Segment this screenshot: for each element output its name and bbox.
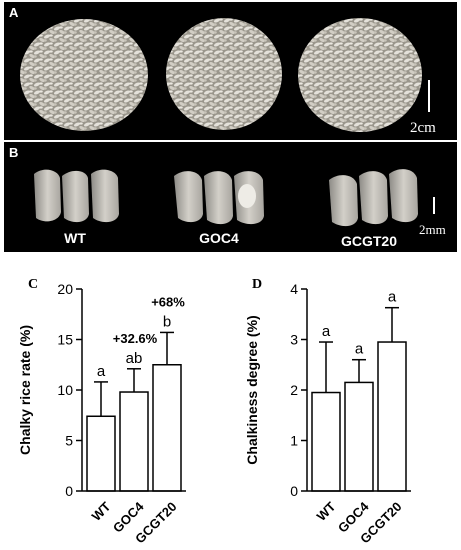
y-tick-label-d: 3 — [290, 332, 298, 348]
rice-grain-icon — [174, 171, 203, 223]
rice-grain-icon — [329, 175, 358, 227]
bar-d — [344, 381, 374, 492]
y-tick-label-c: 20 — [57, 281, 73, 297]
rice-grain-icon — [359, 171, 388, 225]
bar-charts-svg: C05101520aWTab+32.6%GOC4b+68%GCGT20Chalk… — [17, 277, 411, 546]
bar-c — [86, 415, 116, 492]
genotype-label-wt: WT — [64, 230, 86, 246]
y-tick-label-d: 0 — [290, 483, 298, 499]
change-label-c: +32.6% — [113, 331, 158, 346]
significance-label-d: a — [355, 341, 364, 358]
significance-label-d: a — [388, 289, 397, 306]
y-axis-title-c: Chalky rice rate (%) — [17, 325, 33, 455]
grain-piles-svg: 2cm — [20, 18, 436, 136]
bar-c — [152, 364, 182, 492]
y-tick-label-d: 4 — [290, 281, 298, 297]
grain-group-gcgt20 — [329, 169, 418, 227]
rice-grain-icon — [204, 171, 233, 225]
bar-charts: C 0 5 10 15 20 a WT ab +32.6% GOC4 b +68% GCGT20 Chalk… — [0, 256, 461, 550]
bar-d — [377, 341, 407, 492]
photo-panel-a: A 2cm — [4, 2, 457, 140]
y-tick-label-d: 2 — [290, 382, 298, 398]
scale-label-a: 2cm — [410, 120, 436, 136]
grain-group-wt — [34, 169, 119, 223]
single-grains-svg: WT GOC4 GCGT20 2mm — [34, 169, 446, 249]
photo-panel-b: B WT GOC4 GCGT20 2mm — [4, 142, 457, 252]
rice-grain-icon — [91, 169, 119, 223]
category-label-d: WT — [314, 499, 339, 524]
change-label-c: +68% — [151, 294, 185, 309]
category-label-c: WT — [89, 499, 114, 524]
panel-letter-d: D — [252, 277, 262, 292]
rice-grain-icon — [62, 170, 89, 223]
rice-grain-icon — [34, 169, 61, 222]
rice-grain-pile-icon — [20, 19, 148, 131]
genotype-label-goc4: GOC4 — [199, 230, 239, 246]
y-tick-label-c: 10 — [57, 382, 73, 398]
panel-letter-a: A — [9, 5, 19, 20]
bar-d — [311, 391, 341, 492]
scale-label-b: 2mm — [419, 222, 446, 237]
rice-grain-icon — [389, 169, 418, 223]
y-tick-label-c: 0 — [65, 483, 73, 499]
significance-label-c: b — [163, 313, 171, 330]
grain-group-goc4 — [174, 171, 264, 225]
y-tick-label-d: 1 — [290, 433, 298, 449]
panel-letter-c: C — [28, 277, 38, 292]
y-tick-label-c: 5 — [65, 433, 73, 449]
genotype-label-gcgt20: GCGT20 — [341, 233, 397, 249]
chalky-spot — [238, 184, 256, 208]
bar-c — [119, 391, 149, 492]
significance-label-c: a — [97, 363, 106, 380]
rice-grain-pile-icon — [166, 18, 282, 130]
significance-label-d: a — [322, 323, 331, 340]
y-tick-label-c: 15 — [57, 332, 73, 348]
significance-label-c: ab — [126, 350, 143, 367]
panel-letter-b: B — [9, 145, 19, 160]
rice-grain-pile-icon — [298, 18, 422, 132]
y-axis-title-d: Chalkiness degree (%) — [244, 315, 260, 464]
